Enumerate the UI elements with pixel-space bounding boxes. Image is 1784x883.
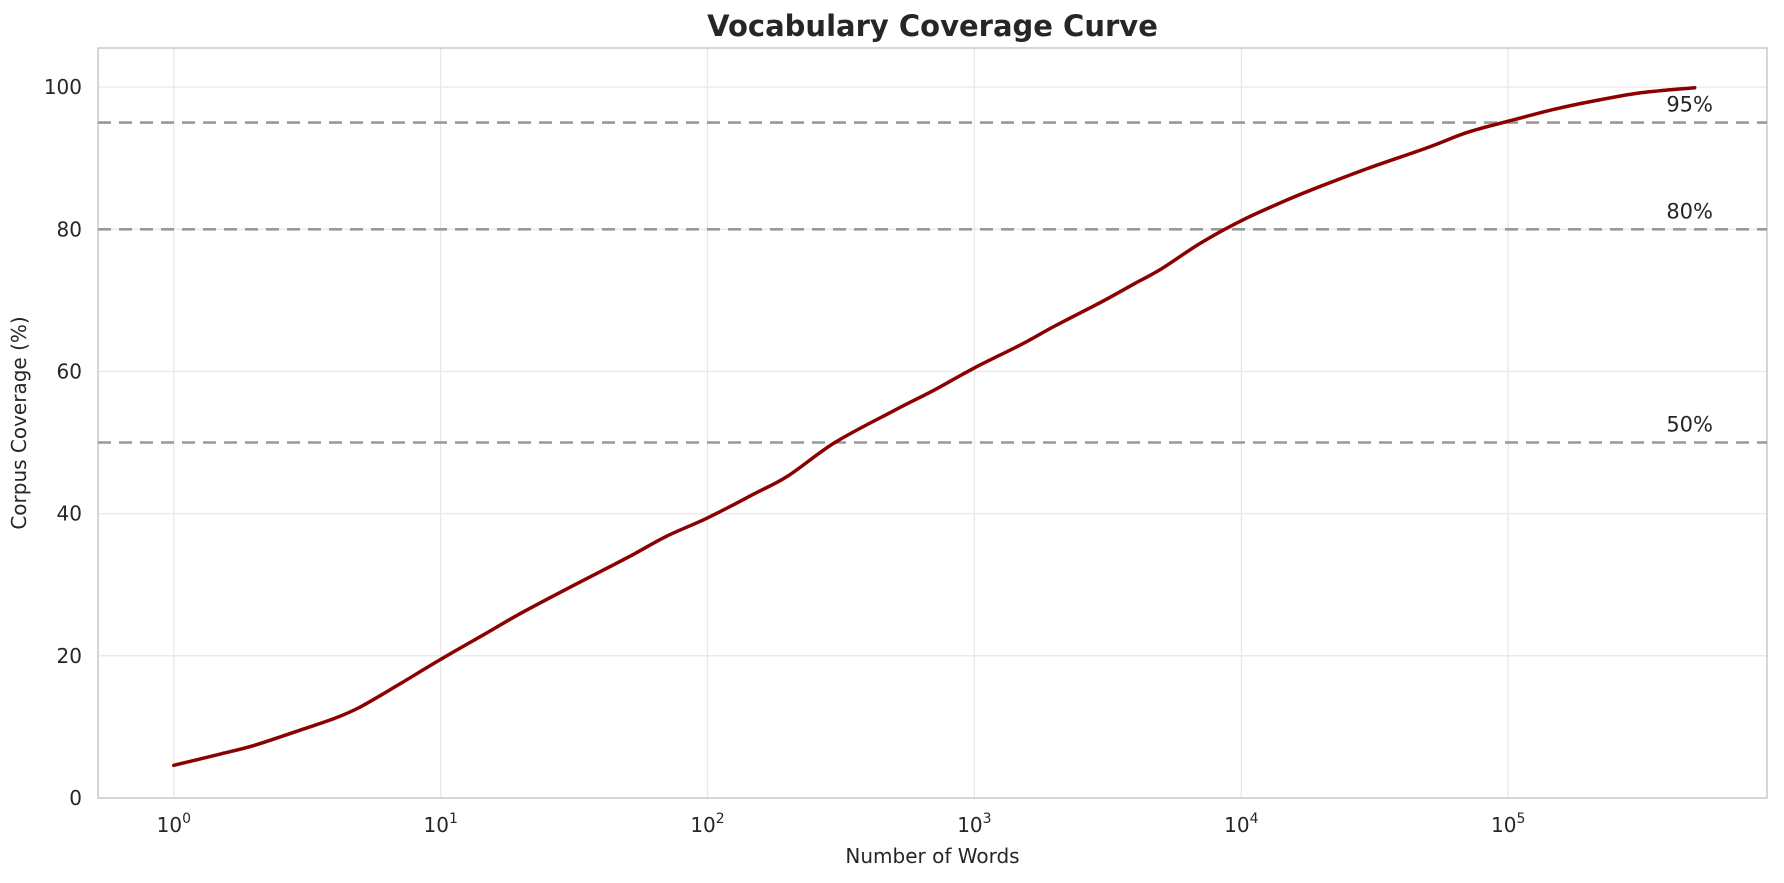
threshold-label-80: 80% — [1666, 199, 1713, 223]
x-tick-label: 100 — [157, 811, 191, 837]
y-axis-label: Corpus Coverage (%) — [7, 316, 31, 529]
x-tick-label: 103 — [957, 811, 991, 837]
grid-layer — [98, 48, 1767, 799]
x-tick-label: 101 — [424, 811, 458, 837]
y-tick-label: 20 — [57, 644, 82, 668]
x-tick-label: 105 — [1491, 811, 1525, 837]
y-tick-labels: 0 20 40 60 80 100 — [44, 75, 82, 810]
x-axis-label: Number of Words — [845, 844, 1019, 868]
x-tick-labels: 100 101 102 103 104 105 — [157, 811, 1526, 837]
y-tick-label: 0 — [69, 786, 82, 810]
y-tick-label: 80 — [57, 217, 82, 241]
x-tick-label: 104 — [1224, 811, 1258, 837]
y-tick-label: 40 — [57, 502, 82, 526]
plot-border — [97, 47, 1768, 799]
y-tick-label: 100 — [44, 75, 82, 99]
chart-title: Vocabulary Coverage Curve — [707, 9, 1158, 43]
threshold-label-50: 50% — [1666, 413, 1713, 437]
x-tick-label: 102 — [690, 811, 724, 837]
curve-layer — [172, 86, 1697, 768]
coverage-curve — [172, 86, 1697, 768]
threshold-label-95: 95% — [1666, 93, 1713, 117]
y-tick-label: 60 — [57, 360, 82, 384]
threshold-layer: 50% 80% 95% — [98, 93, 1767, 444]
